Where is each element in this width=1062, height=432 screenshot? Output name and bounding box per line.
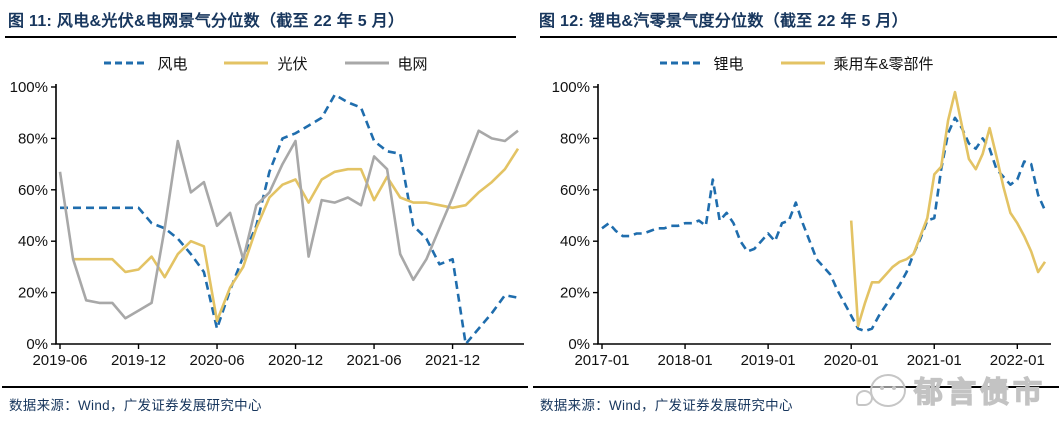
- figure-12-source: 数据来源：Wind，广发证券发展研究中心: [540, 398, 793, 413]
- y-tick-label: 100%: [552, 79, 590, 96]
- series-line-1: [73, 147, 520, 323]
- y-tick-label: 60%: [560, 182, 590, 199]
- title-underline: [5, 36, 516, 38]
- legend-item-1: 乘用车&零部件: [780, 53, 934, 74]
- y-tick-label: 20%: [18, 285, 48, 302]
- y-tick-label: 40%: [18, 233, 48, 250]
- dashed-line-swatch: [660, 61, 705, 65]
- figure-11-legend: 风电 光伏 电网: [0, 51, 531, 75]
- x-tick-label: 2021-06: [347, 352, 402, 369]
- y-tick-label: 0%: [568, 336, 590, 353]
- y-tick-label: 80%: [560, 130, 590, 147]
- legend-label: 锂电: [713, 55, 744, 73]
- x-tick-label: 2019-06: [32, 352, 87, 369]
- axes: [597, 84, 1051, 345]
- y-tick-label: 80%: [18, 130, 48, 147]
- source-divider: [2, 386, 528, 388]
- figure-12-title: 图 12: 锂电&汽零景气度分位数（截至 22 年 5 月）: [539, 13, 909, 30]
- y-tick-label: 60%: [18, 182, 48, 199]
- figure-11-chart: 0% 20% 40% 60% 80% 100% 2019-06 2019-12 2020-06 2…: [10, 79, 524, 369]
- x-tick-label: 2021-01: [907, 352, 962, 369]
- y-tick-label: 0%: [26, 336, 48, 353]
- figure-12-chart: 0% 20% 40% 60% 80% 100% 2017-01 2018-01 2019-01 2…: [552, 79, 1051, 369]
- solid-line-swatch: [344, 61, 389, 65]
- legend-item-2: 电网: [344, 53, 428, 74]
- dashed-line-swatch: [104, 61, 149, 65]
- legend-item-0: 锂电: [659, 53, 744, 74]
- y-tick-label: 20%: [560, 285, 590, 302]
- y-tick-label: 100%: [10, 79, 48, 96]
- figure-12-panel: 图 12: 锂电&汽零景气度分位数（截至 22 年 5 月） 锂电 乘用车&零部件…: [531, 0, 1062, 432]
- x-tick-label: 2019-12: [111, 352, 166, 369]
- solid-line-swatch: [780, 61, 825, 65]
- figure-12-legend: 锂电 乘用车&零部件: [531, 51, 1062, 75]
- figure-11-title: 图 11: 风电&光伏&电网景气分位数（截至 22 年 5 月）: [8, 13, 405, 30]
- watermark-text: 郁言债市: [913, 376, 1047, 409]
- brand-watermark: 郁言债市: [856, 369, 1046, 411]
- x-tick-label: 2018-01: [658, 352, 713, 369]
- axes: [55, 84, 524, 345]
- legend-label: 电网: [397, 55, 428, 73]
- series-line-1: [849, 90, 1047, 328]
- source-divider: [533, 386, 1059, 388]
- figure-11-source: 数据来源：Wind，广发证券发展研究中心: [9, 398, 262, 413]
- x-tick-label: 2021-12: [425, 352, 480, 369]
- series-line-0: [60, 93, 519, 346]
- title-underline: [540, 36, 1057, 38]
- series-line-2: [58, 129, 519, 320]
- x-tick-label: 2019-01: [741, 352, 796, 369]
- figure-11-panel: 图 11: 风电&光伏&电网景气分位数（截至 22 年 5 月） 风电 光伏 电网 …: [0, 13, 531, 413]
- x-tick-label: 2020-01: [824, 352, 879, 369]
- legend-label: 乘用车&零部件: [833, 55, 934, 73]
- x-tick-label: 2022-01: [990, 352, 1045, 369]
- solid-line-swatch: [224, 61, 269, 65]
- legend-label: 光伏: [277, 55, 308, 73]
- legend-item-1: 光伏: [223, 53, 308, 74]
- legend-item-0: 风电: [103, 53, 187, 74]
- legend-label: 风电: [157, 55, 188, 73]
- series-line-0: [601, 116, 1047, 333]
- x-tick-label: 2017-01: [574, 352, 629, 369]
- chat-bubble-face-icon: [870, 373, 906, 407]
- x-tick-label: 2020-06: [189, 352, 244, 369]
- y-tick-label: 40%: [560, 233, 590, 250]
- x-tick-label: 2020-12: [268, 352, 323, 369]
